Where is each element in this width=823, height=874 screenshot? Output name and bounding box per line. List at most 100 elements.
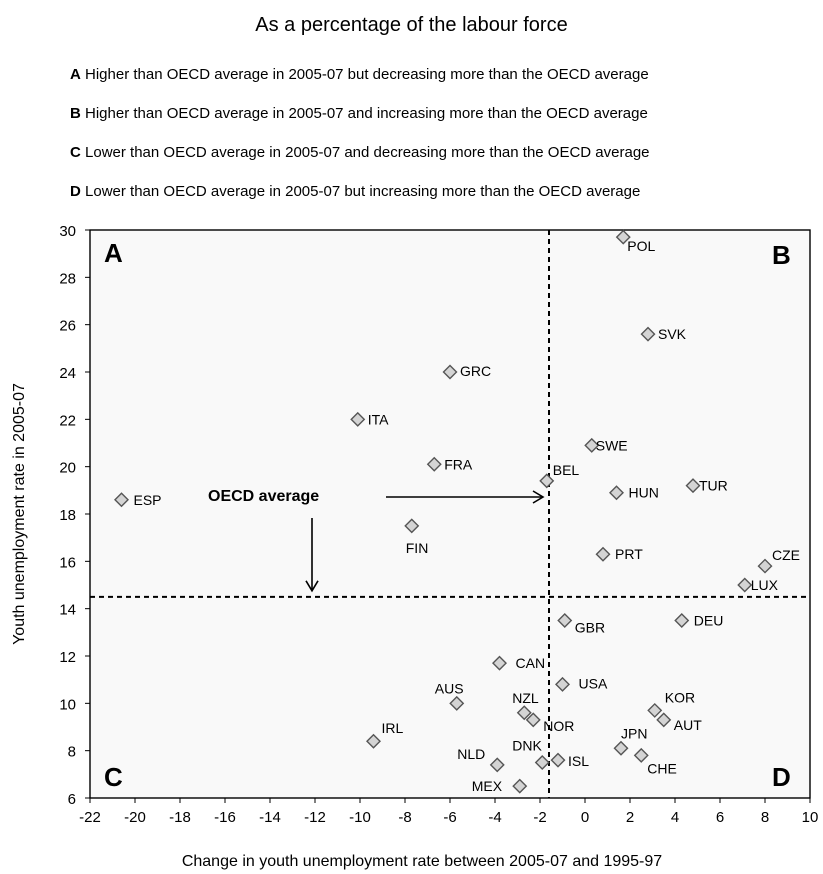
data-label-nzl: NZL [512,690,539,706]
legend-text-d: Lower than OECD average in 2005-07 but i… [80,183,641,200]
data-label-usa: USA [579,675,608,691]
x-tick-label: -22 [79,809,101,826]
legend-key-a: A [70,66,81,83]
data-label-cze: CZE [772,547,800,563]
data-label-fra: FRA [444,456,473,472]
x-tick-label: -20 [124,809,146,826]
data-label-lux: LUX [751,577,779,593]
data-label-ita: ITA [368,411,389,427]
data-point-fin [404,518,420,534]
legend-item-a: A Higher than OECD average in 2005-07 bu… [70,66,649,83]
x-tick-label: -2 [533,809,546,826]
data-label-kor: KOR [665,689,695,705]
y-tick-label: 12 [59,649,76,666]
quadrant-label-d: D [772,762,791,792]
legend-item-c: C Lower than OECD average in 2005-07 and… [70,144,650,161]
data-point-dnk [534,755,550,770]
data-point-can [492,655,507,671]
x-tick-label: 0 [581,809,589,826]
data-label-dnk: DNK [512,738,542,754]
x-axis-label: Change in youth unemployment rate betwee… [182,853,662,870]
legend-text-a: Higher than OECD average in 2005-07 but … [80,66,649,83]
y-tick-label: 20 [59,460,76,477]
data-label-nld: NLD [457,746,485,762]
y-tick-label: 26 [59,318,76,335]
x-tick-label: -8 [398,809,411,826]
y-tick-label: 14 [59,602,76,619]
data-label-che: CHE [647,760,677,776]
y-tick-label: 28 [59,270,76,287]
oecd-average-label: OECD average [208,488,319,505]
data-label-aut: AUT [674,717,702,733]
data-point-irl [366,733,381,749]
legend-text-c: Lower than OECD average in 2005-07 and d… [80,144,650,161]
data-label-prt: PRT [615,546,643,562]
data-point-che [633,747,649,763]
data-label-pol: POL [627,238,655,254]
y-tick-label: 22 [59,412,76,429]
quadrant-label-b: B [772,240,791,270]
data-label-svk: SVK [658,326,687,342]
data-label-irl: IRL [382,720,404,736]
data-point-nld [489,757,505,773]
y-axis-label: Youth unemployment rate in 2005-07 [11,383,28,645]
plot-area [89,229,811,799]
x-tick-label: -16 [214,809,236,826]
data-point-isl [550,752,566,768]
x-tick-label: -10 [349,809,371,826]
data-point-aus [449,695,465,711]
data-point-nzl [516,705,532,721]
x-tick-label: -14 [259,809,281,826]
data-label-mex: MEX [472,778,503,794]
data-point-aut [656,712,672,728]
data-label-swe: SWE [596,437,628,453]
data-point-mex [512,778,528,794]
data-label-esp: ESP [134,492,162,508]
data-label-fin: FIN [406,540,429,556]
data-point-usa [555,676,570,692]
data-point-kor [647,702,663,718]
data-label-aus: AUS [435,680,464,696]
data-point-pol [615,229,631,245]
data-point-prt [595,546,611,562]
x-tick-label: 4 [671,809,679,826]
x-tick-label: -12 [304,809,326,826]
data-point-hun [609,485,624,501]
data-label-bel: BEL [553,462,580,478]
y-tick-label: 24 [59,365,76,382]
x-tick-label: 6 [716,809,724,826]
data-point-bel [539,473,555,489]
x-tick-label: -6 [443,809,456,826]
y-tick-label: 30 [59,223,76,240]
x-tick-label: 10 [802,809,819,826]
data-point-svk [640,326,656,342]
x-tick-label: 2 [626,809,634,826]
data-label-tur: TUR [699,478,728,494]
data-point-tur [685,478,701,494]
legend-key-c: C [70,144,81,161]
y-tick-label: 10 [59,696,76,713]
data-point-gbr [557,613,573,628]
legend-key-b: B [70,105,81,122]
data-label-jpn: JPN [621,725,647,741]
chart-title: As a percentage of the labour force [255,14,568,36]
legend-item-d: D Lower than OECD average in 2005-07 but… [70,183,640,200]
data-point-ita [350,411,366,427]
data-point-fra [426,456,442,472]
x-tick-label: 8 [761,809,769,826]
data-label-hun: HUN [629,485,659,501]
quadrant-label-c: C [104,762,123,792]
data-point-jpn [613,740,629,756]
y-tick-label: 6 [68,791,76,808]
x-tick-label: -4 [488,809,501,826]
legend-item-b: B Higher than OECD average in 2005-07 an… [70,105,648,122]
data-point-lux [737,577,753,593]
x-tick-label: -18 [169,809,191,826]
y-tick-label: 18 [59,507,76,524]
data-label-deu: DEU [694,613,724,629]
data-point-swe [584,437,600,453]
legend-text-b: Higher than OECD average in 2005-07 and … [80,105,648,122]
data-point-nor [525,712,541,728]
quadrant-label-a: A [104,238,123,268]
